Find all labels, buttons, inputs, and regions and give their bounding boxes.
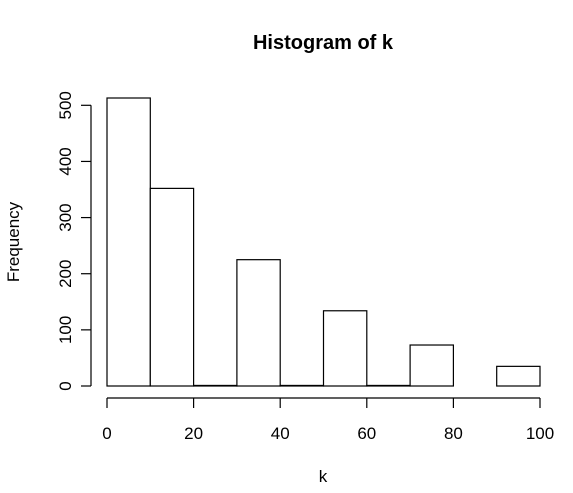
histogram-bar <box>279 384 325 387</box>
histogram-bar <box>496 365 541 387</box>
x-axis: 0 20 40 60 80 100 <box>102 397 554 443</box>
y-tick-label: 500 <box>56 91 75 119</box>
histogram-bar <box>236 259 281 387</box>
x-axis-label: k <box>319 467 328 486</box>
x-tick-label: 0 <box>102 424 111 443</box>
y-tick-label: 300 <box>56 203 75 231</box>
bars-group <box>106 97 541 387</box>
x-tick-label: 80 <box>444 424 463 443</box>
histogram-bar <box>193 384 238 387</box>
y-tick-label: 0 <box>56 381 75 390</box>
chart-title: Histogram of k <box>253 32 394 54</box>
y-axis: 0 100 200 300 400 500 <box>56 91 92 391</box>
y-tick-label: 400 <box>56 147 75 175</box>
y-tick-label: 100 <box>56 316 75 344</box>
x-tick-label: 100 <box>526 424 554 443</box>
histogram-bar <box>409 344 455 387</box>
y-tick-label: 200 <box>56 260 75 288</box>
histogram-bar <box>322 310 368 387</box>
histogram-bar <box>106 97 151 387</box>
y-axis-label: Frequency <box>4 201 23 282</box>
x-tick-label: 20 <box>184 424 203 443</box>
x-tick-label: 60 <box>357 424 376 443</box>
x-tick-label: 40 <box>271 424 290 443</box>
histogram-bar <box>149 187 195 387</box>
histogram-bar <box>366 384 411 387</box>
